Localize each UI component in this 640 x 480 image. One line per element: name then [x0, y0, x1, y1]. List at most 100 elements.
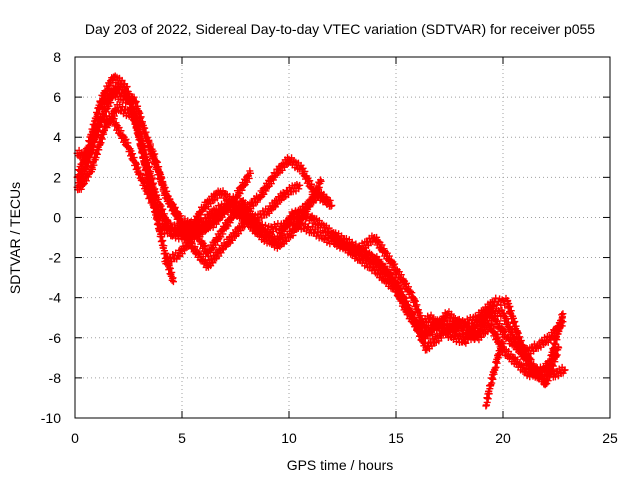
- data-point: [146, 179, 154, 187]
- data-point: [240, 211, 248, 219]
- data-point: [152, 202, 160, 210]
- y-axis-label: SDTVAR / TECUs: [7, 182, 23, 294]
- x-tick-label: 0: [71, 430, 79, 446]
- data-point: [151, 157, 159, 165]
- data-point: [93, 150, 101, 158]
- data-point: [155, 168, 163, 176]
- x-tick-label: 20: [495, 430, 511, 446]
- data-point: [209, 259, 217, 267]
- data-point: [107, 81, 115, 89]
- data-point: [214, 215, 222, 223]
- data-point: [327, 202, 335, 210]
- data-point: [134, 163, 142, 171]
- data-point: [306, 177, 314, 185]
- data-point: [183, 241, 191, 249]
- data-point: [168, 268, 176, 276]
- data-point: [261, 221, 269, 229]
- data-point: [129, 109, 137, 117]
- data-point: [137, 113, 145, 121]
- data-point: [243, 207, 251, 215]
- data-point: [238, 186, 246, 194]
- data-point: [285, 234, 293, 242]
- x-tick-label: 10: [281, 430, 297, 446]
- data-point: [240, 182, 248, 190]
- data-point: [132, 98, 140, 106]
- data-point: [142, 128, 150, 136]
- data-point: [169, 278, 177, 286]
- data-point: [278, 238, 286, 246]
- data-point: [82, 177, 90, 185]
- data-point: [132, 159, 140, 167]
- y-tick-label: -10: [41, 410, 61, 426]
- data-point: [267, 180, 275, 188]
- data-point: [177, 212, 185, 220]
- data-point: [266, 229, 274, 237]
- data-point: [210, 216, 218, 224]
- data-point: [274, 200, 282, 208]
- data-point: [296, 181, 304, 189]
- x-tick-label: 5: [178, 430, 186, 446]
- data-point: [228, 236, 236, 244]
- data-point: [216, 211, 224, 219]
- data-point: [166, 219, 174, 227]
- data-point: [186, 240, 194, 248]
- data-point: [265, 209, 273, 217]
- data-point: [98, 117, 106, 125]
- data-point: [205, 260, 213, 268]
- x-tick-label: 25: [602, 430, 618, 446]
- data-point: [295, 185, 303, 193]
- data-point: [100, 130, 108, 138]
- data-point: [129, 150, 137, 158]
- data-point: [258, 221, 266, 229]
- data-point: [146, 168, 154, 176]
- data-point: [328, 201, 336, 209]
- data-point: [130, 93, 138, 101]
- data-point: [141, 124, 149, 132]
- data-point: [226, 219, 234, 227]
- data-point: [90, 161, 98, 169]
- data-point: [77, 185, 85, 193]
- data-point: [237, 227, 245, 235]
- data-point: [150, 153, 158, 161]
- series-track-6: [144, 137, 336, 237]
- data-point: [98, 135, 106, 143]
- data-point: [193, 246, 201, 254]
- data-point: [166, 264, 174, 272]
- y-tick-label: 6: [53, 89, 61, 105]
- data-point: [149, 191, 157, 199]
- data-point: [157, 173, 165, 181]
- data-point: [94, 121, 102, 129]
- data-point: [140, 152, 148, 160]
- data-point: [184, 230, 192, 238]
- data-point: [103, 99, 111, 107]
- data-point: [225, 238, 233, 246]
- data-point: [163, 187, 171, 195]
- data-point: [248, 210, 256, 218]
- data-point: [110, 112, 118, 120]
- data-point: [128, 103, 136, 111]
- data-point: [159, 237, 167, 245]
- series-track-7: [161, 154, 332, 268]
- data-point: [282, 237, 290, 245]
- data-point: [243, 178, 251, 186]
- data-point: [298, 219, 306, 227]
- data-point: [317, 177, 325, 185]
- y-tick-label: -4: [49, 290, 62, 306]
- data-point: [135, 108, 143, 116]
- data-point: [153, 163, 161, 171]
- data-point: [324, 197, 332, 205]
- data-point: [79, 181, 87, 189]
- data-point: [231, 232, 239, 240]
- data-point: [134, 122, 142, 130]
- data-point: [289, 231, 297, 239]
- y-tick-label: 2: [53, 169, 61, 185]
- data-point: [256, 194, 264, 202]
- x-tick-label: 15: [388, 430, 404, 446]
- y-tick-label: 8: [53, 49, 61, 65]
- data-point: [161, 184, 169, 192]
- data-point: [136, 135, 144, 143]
- data-point: [155, 213, 163, 221]
- data-point: [105, 120, 113, 128]
- data-point: [160, 242, 168, 250]
